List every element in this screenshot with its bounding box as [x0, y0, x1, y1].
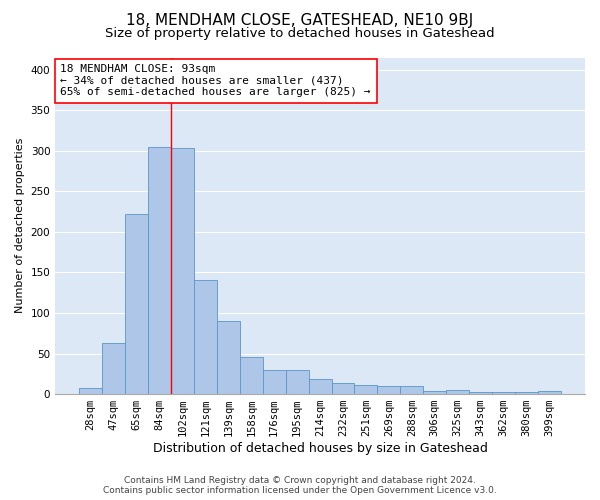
Bar: [79, 388, 102, 394]
Text: Contains HM Land Registry data © Crown copyright and database right 2024.
Contai: Contains HM Land Registry data © Crown c…: [103, 476, 497, 495]
Bar: [102, 343, 125, 394]
Bar: [355, 385, 377, 394]
Bar: [400, 386, 423, 394]
Bar: [194, 280, 217, 394]
Bar: [263, 370, 286, 394]
Bar: [332, 382, 355, 394]
X-axis label: Distribution of detached houses by size in Gateshead: Distribution of detached houses by size …: [152, 442, 488, 455]
Text: 18 MENDHAM CLOSE: 93sqm
← 34% of detached houses are smaller (437)
65% of semi-d: 18 MENDHAM CLOSE: 93sqm ← 34% of detache…: [61, 64, 371, 98]
Text: Size of property relative to detached houses in Gateshead: Size of property relative to detached ho…: [105, 28, 495, 40]
Bar: [308, 378, 332, 394]
Bar: [423, 391, 446, 394]
Bar: [377, 386, 400, 394]
Bar: [171, 148, 194, 394]
Bar: [148, 146, 171, 394]
Bar: [286, 370, 308, 394]
Bar: [492, 392, 515, 394]
Text: 18, MENDHAM CLOSE, GATESHEAD, NE10 9BJ: 18, MENDHAM CLOSE, GATESHEAD, NE10 9BJ: [127, 12, 473, 28]
Bar: [446, 390, 469, 394]
Bar: [240, 357, 263, 394]
Bar: [217, 321, 240, 394]
Bar: [125, 214, 148, 394]
Bar: [538, 391, 561, 394]
Bar: [515, 392, 538, 394]
Y-axis label: Number of detached properties: Number of detached properties: [15, 138, 25, 314]
Bar: [469, 392, 492, 394]
